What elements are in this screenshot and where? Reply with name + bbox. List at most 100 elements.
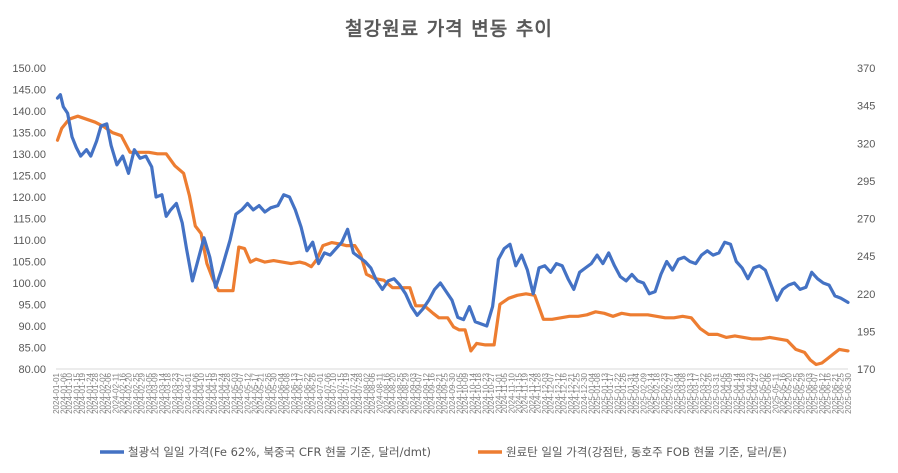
x-axis-tick-label: 2025-06-30 xyxy=(844,372,853,413)
x-axis-tick-label: 2024-10-05 xyxy=(455,372,464,413)
x-axis-tick-label: 2024-12-16 xyxy=(560,372,569,413)
x-axis-tick-label: 2024-10-23 xyxy=(481,372,490,413)
x-axis-tick-label: 2024-11-24 xyxy=(528,372,537,413)
x-axis-tick-label: 2025-02-27 xyxy=(666,372,675,413)
x-axis-tick-label: 2025-05-06 xyxy=(764,372,773,413)
x-axis-tick-label: 2024-01-28 xyxy=(91,372,100,413)
x-axis-tick-label: 2025-06-03 xyxy=(805,372,814,413)
left-axis-tick-label: 135.00 xyxy=(12,128,46,140)
x-axis-tick-label: 2024-07-06 xyxy=(323,372,332,413)
x-axis-tick-label: 2024-04-10 xyxy=(197,372,206,413)
x-axis-tick-label: 2024-10-18 xyxy=(474,372,483,413)
left-axis-tick-label: 95.00 xyxy=(18,300,46,312)
x-axis-tick-label: 2025-02-14 xyxy=(647,372,656,413)
x-axis-tick-label: 2025-01-04 xyxy=(587,372,596,413)
x-axis-tick-label: 2024-09-25 xyxy=(441,372,450,413)
x-axis-tick-label: 2024-01-19 xyxy=(78,372,87,413)
x-axis-tick-label: 2024-06-04 xyxy=(277,372,286,413)
x-axis-tick-label: 2024-04-24 xyxy=(217,372,226,413)
x-axis-tick-label: 2024-09-16 xyxy=(428,372,437,413)
x-axis-tick-label: 2024-05-17 xyxy=(251,372,260,413)
x-axis-tick-label: 2025-02-18 xyxy=(653,372,662,413)
x-axis-tick-label: 2025-05-11 xyxy=(771,372,780,413)
x-axis-tick-label: 2025-05-29 xyxy=(798,372,807,413)
x-axis-tick-label: 2024-06-17 xyxy=(296,372,305,413)
right-axis-tick-label: 370 xyxy=(857,63,875,75)
x-axis-tick-label: 2024-06-22 xyxy=(303,372,312,413)
left-axis-tick-label: 90.00 xyxy=(18,321,46,333)
x-axis-tick-label: 2024-07-19 xyxy=(342,372,351,413)
x-axis-tick-label: 2025-06-25 xyxy=(837,372,846,413)
x-axis-tick-label: 2025-05-20 xyxy=(785,372,794,413)
x-axis-tick-label: 2025-05-25 xyxy=(792,372,801,413)
x-axis-tick-label: 2025-01-17 xyxy=(606,372,615,413)
x-axis-tick-label: 2024-05-12 xyxy=(243,372,252,413)
right-axis-tick-label: 220 xyxy=(857,289,875,301)
left-axis-tick-label: 105.00 xyxy=(12,257,46,269)
x-axis-tick-label: 2024-03-05 xyxy=(145,372,154,413)
left-axis-tick-label: 85.00 xyxy=(18,343,46,355)
x-axis-tick-label: 2024-06-08 xyxy=(283,372,292,413)
x-axis-tick-label: 2024-08-06 xyxy=(368,372,377,413)
right-axis-tick-label: 320 xyxy=(857,138,875,150)
x-axis-tick-label: 2024-01-06 xyxy=(59,372,68,413)
right-axis-tick-label: 170 xyxy=(857,364,875,376)
left-axis-tick-label: 120.00 xyxy=(12,192,46,204)
x-axis-tick-label: 2024-02-06 xyxy=(104,372,113,413)
x-axis-tick-label: 2025-04-09 xyxy=(725,372,734,413)
x-axis-tick-label: 2024-09-12 xyxy=(422,372,431,413)
x-axis-tick-label: 2024-09-30 xyxy=(448,372,457,413)
x-axis-tick-label: 2024-03-14 xyxy=(158,372,167,413)
x-axis-tick-label: 2024-04-01 xyxy=(184,372,193,413)
left-axis-tick-label: 130.00 xyxy=(12,149,46,161)
x-axis-tick-label: 2024-07-01 xyxy=(316,372,325,413)
left-axis-tick-label: 100.00 xyxy=(12,278,46,290)
x-axis-tick-label: 2024-12-03 xyxy=(541,372,550,413)
left-axis-tick-label: 150.00 xyxy=(12,63,46,75)
x-axis-tick-label: 2024-01-01 xyxy=(52,372,61,413)
x-axis-tick-label: 2024-12-30 xyxy=(580,372,589,413)
chart-title: 철강원료 가격 변동 추이 xyxy=(345,18,553,40)
x-axis-tick-label: 2024-06-26 xyxy=(309,372,318,413)
x-axis-tick-label: 2024-10-14 xyxy=(468,372,477,413)
x-axis-tick-label: 2024-12-25 xyxy=(573,372,582,413)
x-axis-tick-label: 2024-03-18 xyxy=(164,372,173,413)
x-axis-tick-label: 2025-06-21 xyxy=(831,372,840,413)
x-axis-tick-label: 2025-05-16 xyxy=(779,372,788,413)
x-axis-tick-label: 2024-08-20 xyxy=(389,372,398,413)
x-axis-tick-label: 2025-04-23 xyxy=(745,372,754,413)
x-axis-tick-label: 2024-08-16 xyxy=(383,372,392,413)
x-axis-tick-label: 2025-04-18 xyxy=(738,372,747,413)
x-axis-tick-label: 2024-12-21 xyxy=(567,372,576,413)
left-axis-tick-label: 145.00 xyxy=(12,85,46,97)
x-axis-tick-label: 2024-11-01 xyxy=(494,372,503,413)
x-axis-tick-label: 2024-12-12 xyxy=(554,372,563,413)
x-axis-tick-label: 2024-04-19 xyxy=(210,372,219,413)
x-axis-tick-label: 2024-02-29 xyxy=(138,372,147,413)
x-axis-tick-label: 2025-02-04 xyxy=(632,372,641,413)
x-axis-tick-label: 2025-03-31 xyxy=(712,372,721,413)
right-axis-tick-label: 270 xyxy=(857,214,875,226)
left-axis-tick-label: 115.00 xyxy=(13,214,46,226)
x-axis-tick-label: 2024-01-10 xyxy=(65,372,74,413)
x-axis-tick-label: 2024-07-24 xyxy=(349,372,358,413)
x-axis-tick-label: 2025-06-12 xyxy=(818,372,827,413)
x-axis-tick-label: 2024-02-20 xyxy=(125,372,134,413)
x-axis-tick-label: 2024-02-11 xyxy=(111,372,120,413)
x-axis-tick-label: 2025-01-22 xyxy=(613,372,622,413)
left-axis-tick-label: 140.00 xyxy=(12,106,46,118)
x-axis-tick-label: 2024-01-24 xyxy=(85,372,94,413)
x-axis-tick-label: 2024-02-02 xyxy=(98,372,107,413)
x-axis-tick-label: 2024-07-15 xyxy=(336,372,345,413)
right-axis-tick-label: 295 xyxy=(857,176,875,188)
series-line-iron-ore xyxy=(55,93,850,328)
x-axis-tick-label: 2025-03-08 xyxy=(679,372,688,413)
x-axis-tick-label: 2025-01-26 xyxy=(619,372,628,413)
left-axis-tick-label: 110.00 xyxy=(13,235,46,247)
x-axis-tick-label: 2024-05-30 xyxy=(270,372,279,413)
x-axis-tick-label: 2024-11-19 xyxy=(521,372,530,413)
x-axis-tick-label: 2024-11-05 xyxy=(500,372,509,413)
x-axis-tick-label: 2025-03-04 xyxy=(673,372,682,413)
x-axis-tick-label: 2025-01-31 xyxy=(626,372,635,413)
x-axis-tick-label: 2024-11-28 xyxy=(534,372,543,413)
